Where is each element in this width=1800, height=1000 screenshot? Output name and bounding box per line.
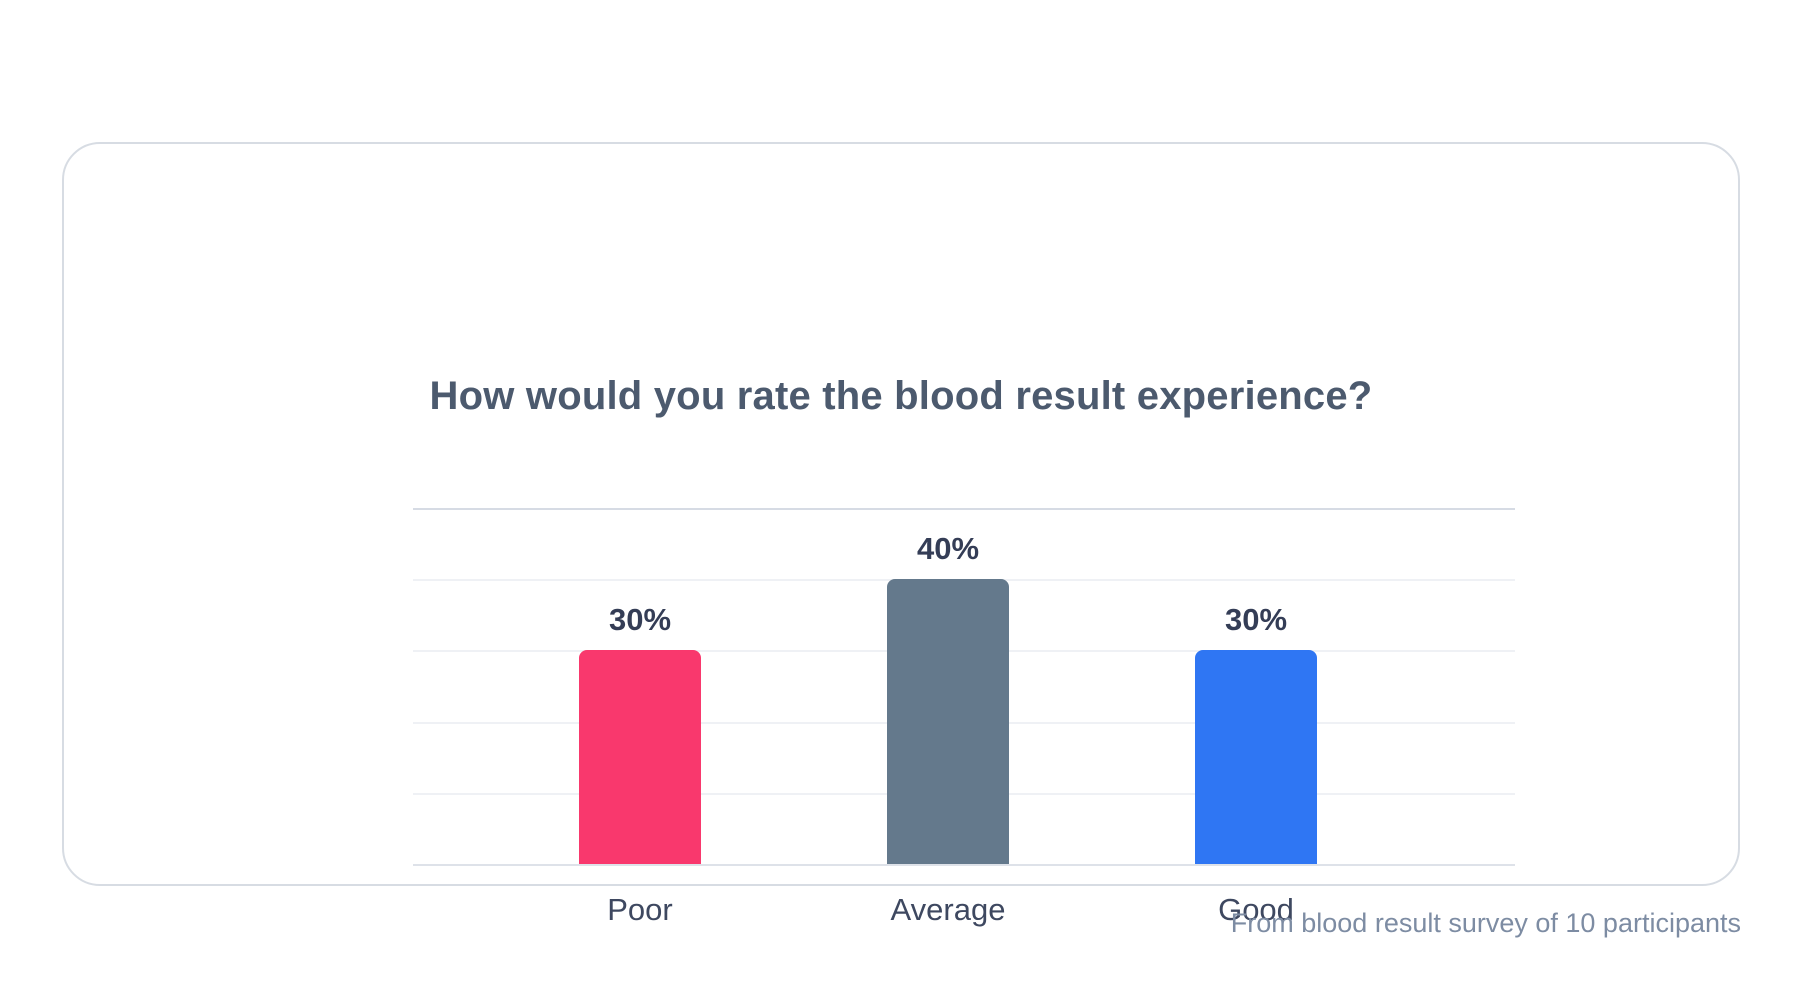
bar-category-label-average: Average <box>890 892 1006 927</box>
bar-category-label-good: Good <box>1218 892 1294 927</box>
x-axis-baseline <box>413 864 1515 866</box>
source-note: From blood result survey of 10 participa… <box>1230 908 1741 938</box>
chart-card: How would you rate the blood result expe… <box>62 142 1740 925</box>
bar-group-poor: 30% Poor <box>579 508 701 925</box>
bar-chart: 30% Poor 40% Average 30% Good <box>413 508 1515 925</box>
bar-group-good: 30% Good <box>1195 508 1317 925</box>
bar-value-label-poor: 30% <box>608 602 672 638</box>
bar-value-label-average: 40% <box>916 531 980 567</box>
bar-group-average: 40% Average <box>887 508 1009 925</box>
bar-average <box>887 579 1009 864</box>
bar-row: 30% Poor 40% Average 30% Good <box>397 508 1499 925</box>
bar-poor <box>579 650 701 864</box>
gridline-50-percent <box>413 508 1515 510</box>
bar-value-label-good: 30% <box>1224 602 1288 638</box>
bar-category-label-poor: Poor <box>607 892 673 927</box>
bar-good <box>1195 650 1317 864</box>
chart-title: How would you rate the blood result expe… <box>429 374 1373 418</box>
